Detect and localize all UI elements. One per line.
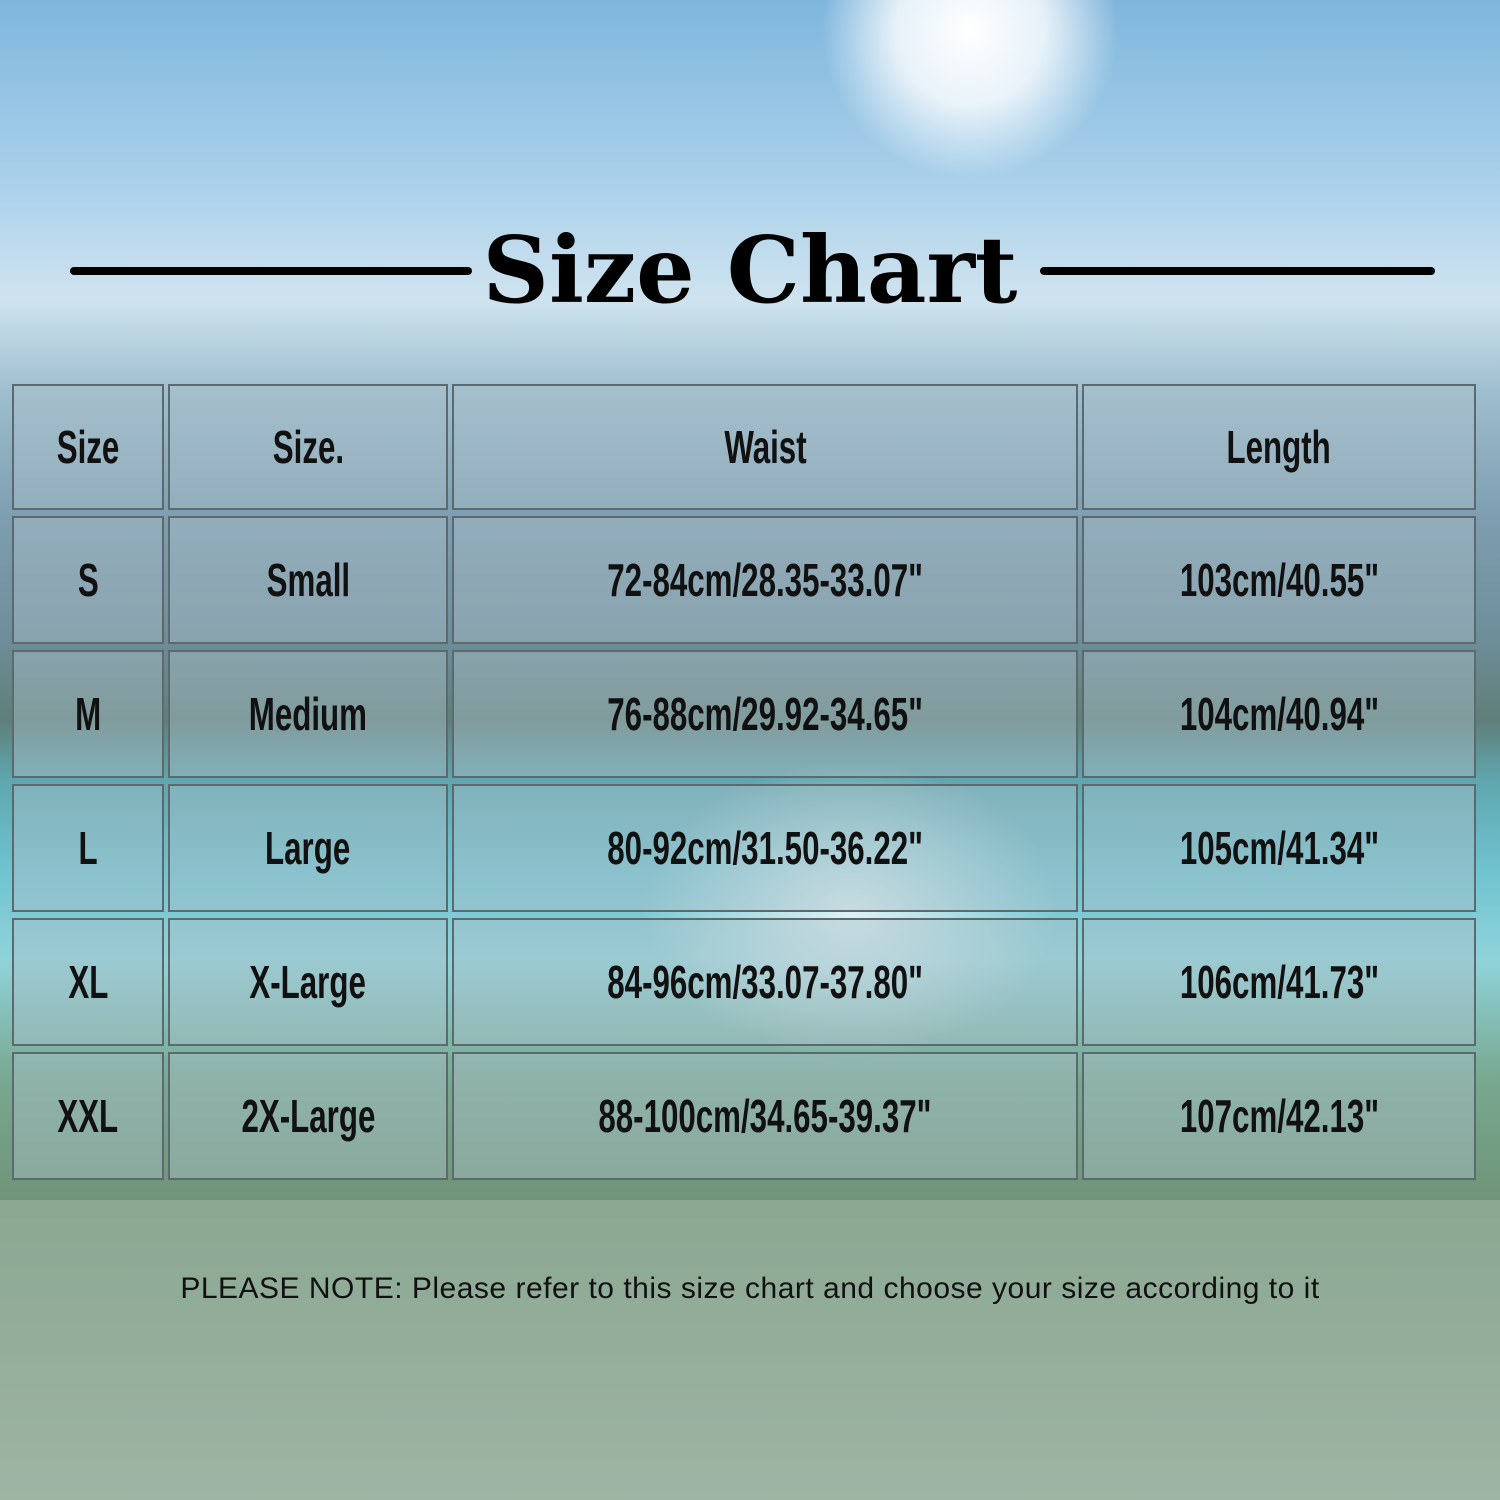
note-text: PLEASE NOTE: Please refer to this size c… xyxy=(180,1272,1320,1305)
table-row: M Medium 76-88cm/29.92-34.65" 104cm/40.94" xyxy=(12,650,1476,778)
waist-value: 72-84cm/28.35-33.07" xyxy=(607,554,923,606)
cell-size-name: 2X-Large xyxy=(168,1052,448,1180)
length-value: 104cm/40.94" xyxy=(1179,688,1379,740)
header-cell: Size xyxy=(12,384,164,510)
table-header-row: Size Size. Waist Length xyxy=(12,384,1476,510)
size-name-value: Large xyxy=(265,822,351,874)
cell-size-name: X-Large xyxy=(168,918,448,1046)
background-veil xyxy=(0,1200,1500,1500)
header-cell: Length xyxy=(1082,384,1476,510)
waist-value: 84-96cm/33.07-37.80" xyxy=(607,956,923,1008)
table-row: XL X-Large 84-96cm/33.07-37.80" 106cm/41.73… xyxy=(12,918,1476,1046)
length-value: 106cm/41.73" xyxy=(1179,956,1379,1008)
cell-size-code: L xyxy=(12,784,164,912)
cell-size-name: Large xyxy=(168,784,448,912)
cell-waist: 88-100cm/34.65-39.37" xyxy=(452,1052,1078,1180)
header-cell: Waist xyxy=(452,384,1078,510)
cell-waist: 84-96cm/33.07-37.80" xyxy=(452,918,1078,1046)
size-code-value: M xyxy=(74,688,102,740)
cell-size-name: Small xyxy=(168,516,448,644)
cell-length: 104cm/40.94" xyxy=(1082,650,1476,778)
title-row: Size Chart xyxy=(0,215,1500,325)
cell-size-code: XL xyxy=(12,918,164,1046)
size-name-value: Medium xyxy=(248,688,368,740)
table-row: XXL 2X-Large 88-100cm/34.65-39.37" 107cm/42… xyxy=(12,1052,1476,1180)
cell-length: 103cm/40.55" xyxy=(1082,516,1476,644)
length-value: 107cm/42.13" xyxy=(1179,1090,1379,1142)
waist-value: 76-88cm/29.92-34.65" xyxy=(607,688,923,740)
title-rule-right xyxy=(1040,267,1435,275)
length-value: 103cm/40.55" xyxy=(1179,554,1379,606)
cell-length: 105cm/41.34" xyxy=(1082,784,1476,912)
waist-value: 88-100cm/34.65-39.37" xyxy=(598,1090,932,1142)
size-name-value: 2X-Large xyxy=(241,1090,375,1142)
table-row: L Large 80-92cm/31.50-36.22" 105cm/41.34" xyxy=(12,784,1476,912)
cell-size-code: M xyxy=(12,650,164,778)
size-code-value: XL xyxy=(68,956,108,1008)
length-value: 105cm/41.34" xyxy=(1179,822,1379,874)
cell-size-code: XXL xyxy=(12,1052,164,1180)
sun-glow xyxy=(820,0,1120,180)
cell-waist: 76-88cm/29.92-34.65" xyxy=(452,650,1078,778)
cell-waist: 72-84cm/28.35-33.07" xyxy=(452,516,1078,644)
table-row: S Small 72-84cm/28.35-33.07" 103cm/40.55" xyxy=(12,516,1476,644)
size-code-value: XXL xyxy=(57,1090,119,1142)
size-name-value: X-Large xyxy=(249,956,367,1008)
cell-length: 106cm/41.73" xyxy=(1082,918,1476,1046)
waist-value: 80-92cm/31.50-36.22" xyxy=(607,822,923,874)
page-title: Size Chart xyxy=(482,216,1018,324)
cell-length: 107cm/42.13" xyxy=(1082,1052,1476,1180)
cell-waist: 80-92cm/31.50-36.22" xyxy=(452,784,1078,912)
size-code-value: S xyxy=(77,554,99,606)
size-table: Size Size. Waist Length S Small 72-84cm/28… xyxy=(8,378,1480,1186)
cell-size-code: S xyxy=(12,516,164,644)
header-cell: Size. xyxy=(168,384,448,510)
size-name-value: Small xyxy=(266,554,350,606)
cell-size-name: Medium xyxy=(168,650,448,778)
title-rule-left xyxy=(70,267,472,275)
size-code-value: L xyxy=(78,822,98,874)
